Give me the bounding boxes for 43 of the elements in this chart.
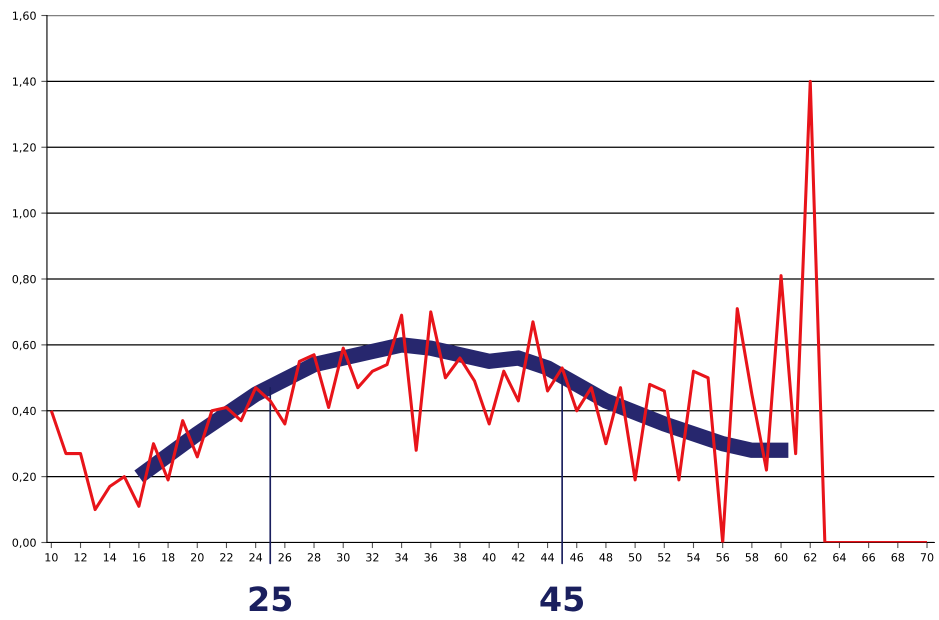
x-tick-label: 18 <box>162 553 174 562</box>
x-tick-label: 16 <box>133 553 146 562</box>
x-tick-label: 54 <box>687 553 700 562</box>
y-tick-label: 0,80 <box>12 274 36 285</box>
x-tick-label: 60 <box>774 553 788 562</box>
x-tick-label: 48 <box>599 553 612 562</box>
x-tick-label: 70 <box>920 553 934 562</box>
x-tick-label: 62 <box>804 553 816 562</box>
x-tick-label: 36 <box>424 553 438 562</box>
x-tick-label: 46 <box>570 553 584 562</box>
y-tick-label: 0,40 <box>12 406 36 416</box>
y-tick-label: 1,40 <box>13 77 36 87</box>
y-tick-label: 0,00 <box>12 538 36 548</box>
x-tick-label: 66 <box>862 553 875 562</box>
x-tick-label: 56 <box>716 553 730 562</box>
x-tick-label: 40 <box>482 553 496 562</box>
x-tick-label: 42 <box>512 553 524 562</box>
annotation: 45 <box>540 586 584 612</box>
x-tick-label: 68 <box>892 553 904 562</box>
x-tick-label: 34 <box>395 553 408 562</box>
x-tick-label: 32 <box>366 553 378 562</box>
x-tick-label: 28 <box>308 553 320 562</box>
y-tick-label: 1,60 <box>13 11 36 22</box>
x-tick-label: 58 <box>746 553 758 562</box>
x-tick-label: 44 <box>541 553 554 562</box>
x-tick-label: 10 <box>45 553 58 562</box>
y-tick-label: 1,00 <box>13 209 36 219</box>
x-tick-label: 12 <box>74 553 86 562</box>
x-tick-label: 50 <box>628 553 642 562</box>
x-tick-label: 30 <box>337 553 350 562</box>
y-tick-label: 1,20 <box>13 143 36 153</box>
annotation: 25 <box>250 586 292 612</box>
y-tick-label: 0,20 <box>12 472 36 482</box>
x-tick-label: 64 <box>833 553 846 562</box>
y-tick-label: 0,60 <box>12 340 36 350</box>
x-tick-label: 38 <box>454 553 466 562</box>
x-tick-label: 26 <box>278 553 292 562</box>
x-tick-label: 14 <box>104 553 116 562</box>
x-tick-label: 22 <box>220 553 232 562</box>
line-series <box>50 80 929 542</box>
x-tick-label: 24 <box>249 553 262 562</box>
x-tick-label: 52 <box>658 553 670 562</box>
x-tick-label: 20 <box>191 553 204 562</box>
